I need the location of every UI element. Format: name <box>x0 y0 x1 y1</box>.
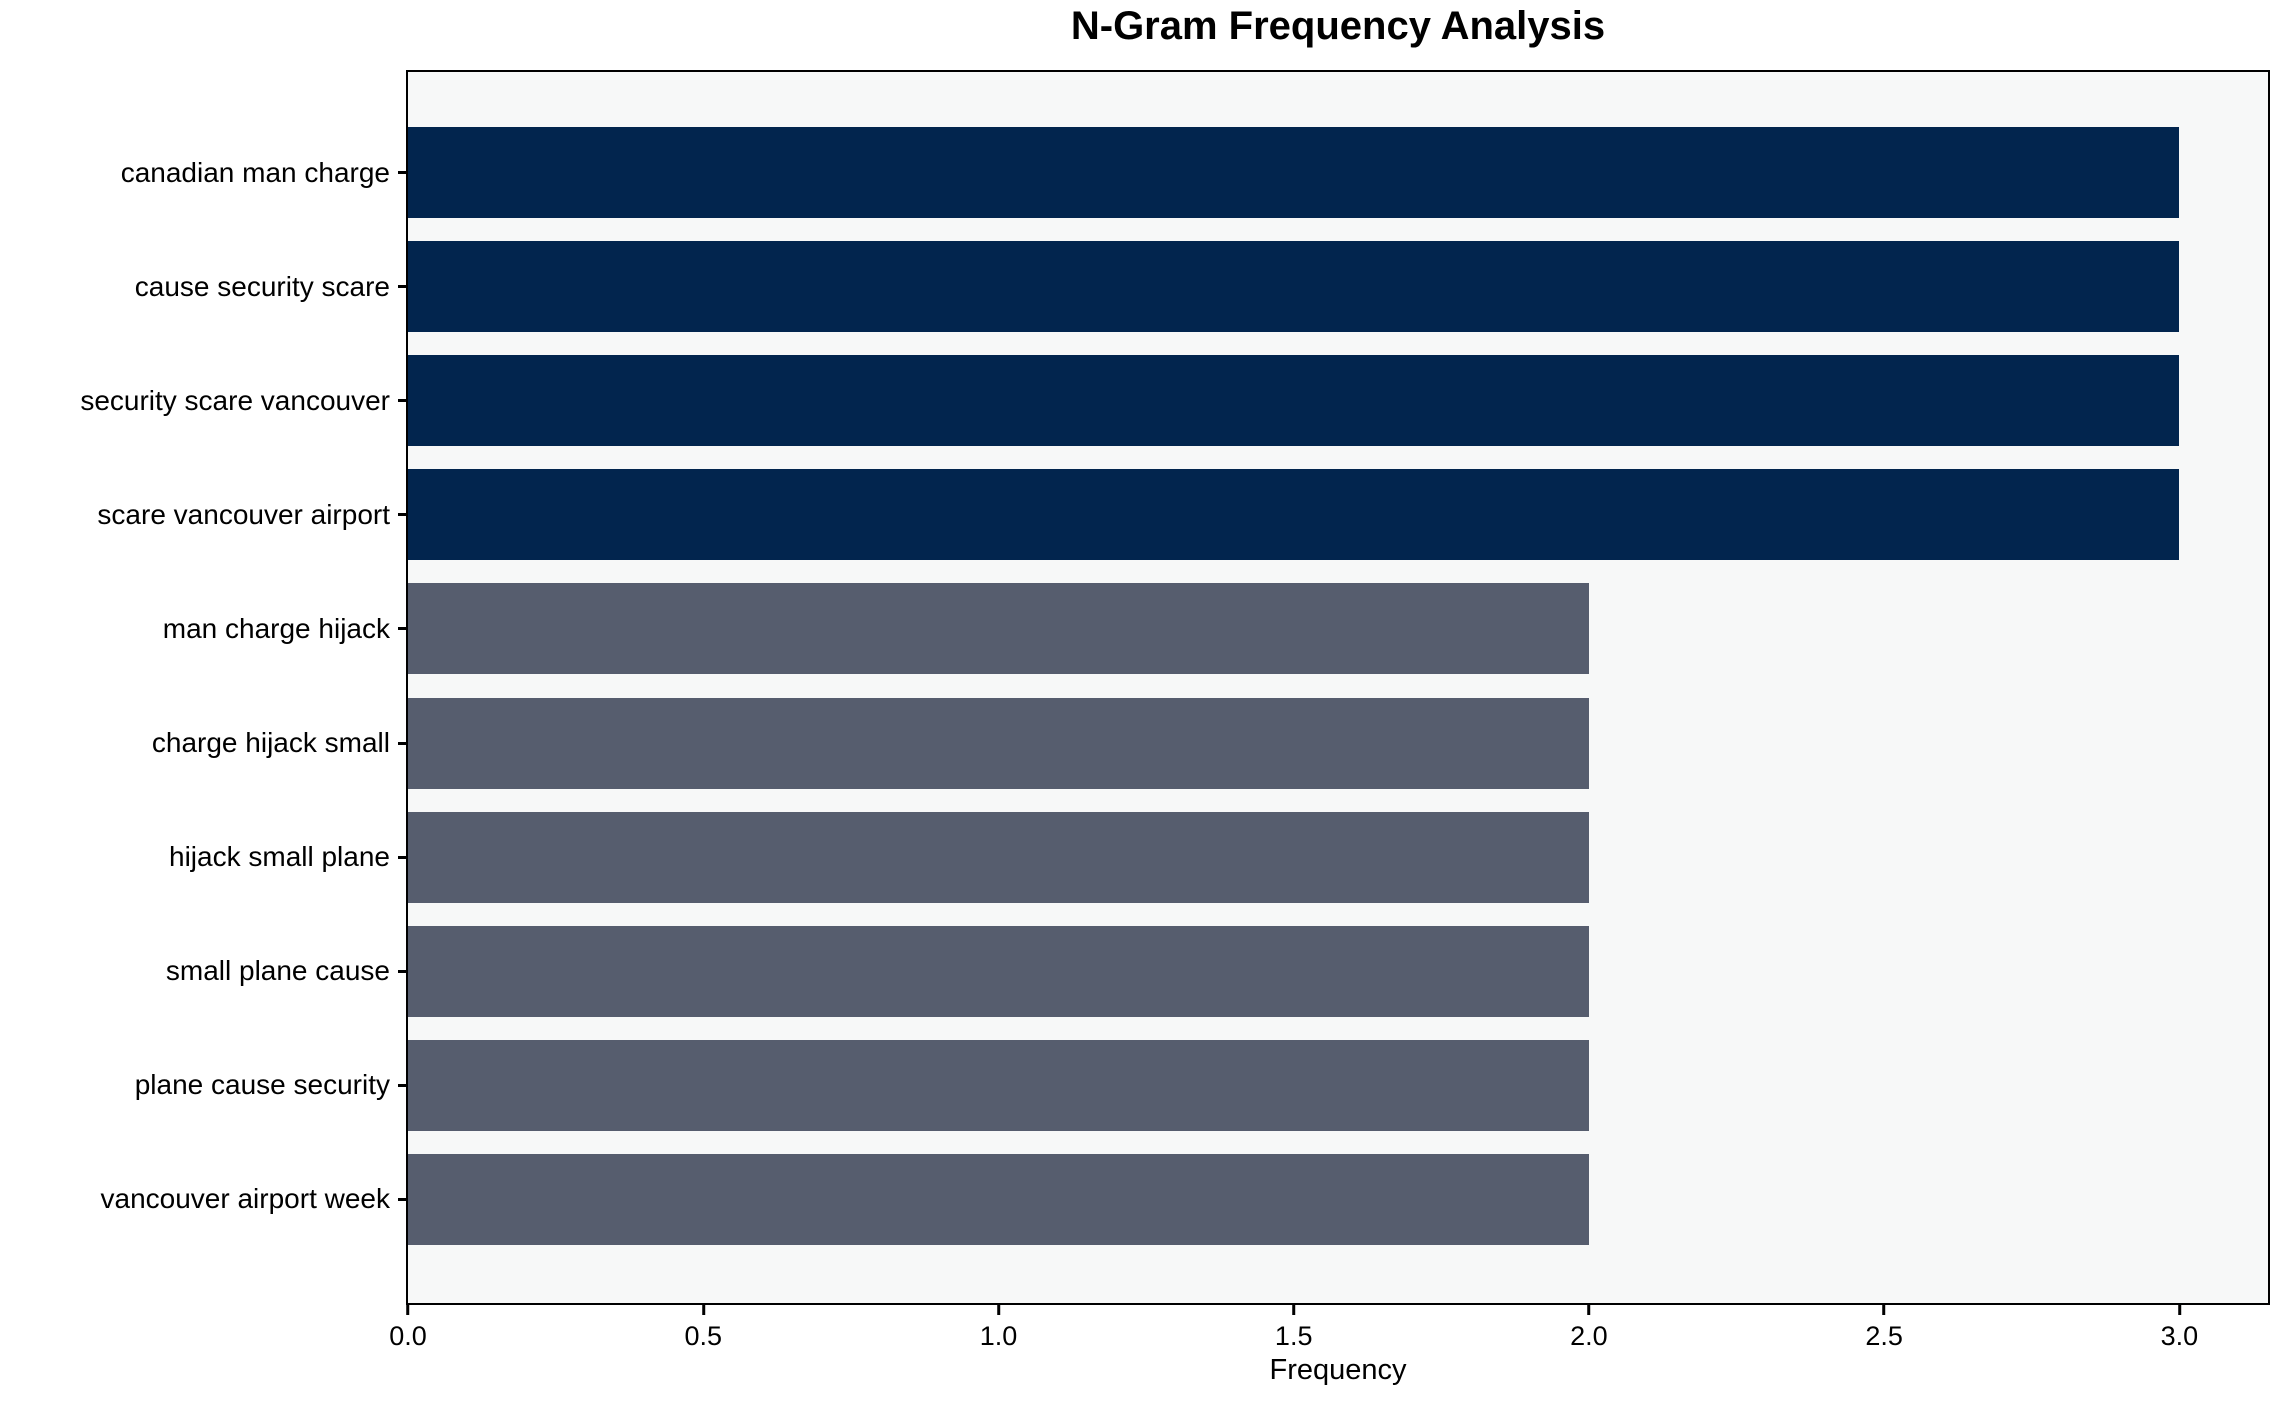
bar-hijack-small-plane <box>408 811 1589 903</box>
y-tick-label: charge hijack small <box>151 727 390 759</box>
y-tick-mark <box>398 285 408 289</box>
bar-canadian-man-charge <box>408 127 2180 218</box>
bar-row <box>408 1153 2268 1245</box>
y-tick-row: cause security scare <box>0 241 408 332</box>
y-tick-row: vancouver airport week <box>0 1154 408 1245</box>
y-tick-mark <box>398 741 408 745</box>
bar-cause-security-scare <box>408 241 2180 333</box>
y-tick-mark <box>398 855 408 859</box>
chart-title: N-Gram Frequency Analysis <box>1070 4 1606 48</box>
x-tick-label: 2.5 <box>1865 1321 1903 1351</box>
y-tick-row: charge hijack small <box>0 698 408 789</box>
y-tick-label: security scare vancouver <box>80 384 390 416</box>
y-tick-label: hijack small plane <box>169 841 390 873</box>
y-tick-label: canadian man charge <box>120 156 390 188</box>
y-tick-row: plane cause security <box>0 1040 408 1131</box>
x-axis: 0.0 0.5 1.0 1.5 2.0 2.5 3.0 <box>389 1305 2268 1365</box>
bar-row <box>408 925 2268 1017</box>
y-tick-label: small plane cause <box>165 955 390 987</box>
x-tick-label: 0.5 <box>684 1321 723 1351</box>
bar-row <box>408 583 2268 675</box>
y-tick-row: scare vancouver airport <box>0 469 408 560</box>
y-tick-mark <box>398 513 408 517</box>
x-tick-mark <box>1587 1305 1591 1315</box>
y-tick-mark <box>398 171 408 174</box>
x-tick-mark <box>2177 1305 2181 1315</box>
y-tick-row: canadian man charge <box>0 127 408 218</box>
bar-vancouver-airport-week <box>408 1153 1589 1245</box>
bar-scare-vancouver-airport <box>408 469 2180 561</box>
bars-container <box>408 72 2268 1303</box>
x-tick-mark <box>996 1305 1000 1315</box>
y-tick-label: cause security scare <box>134 270 390 302</box>
bar-row <box>408 1039 2268 1131</box>
plot-area <box>406 70 2270 1305</box>
x-tick: 0.5 <box>684 1305 722 1352</box>
y-tick-label: plane cause security <box>134 1069 390 1101</box>
y-tick-row: man charge hijack <box>0 583 408 674</box>
y-tick-mark <box>398 1197 408 1201</box>
x-tick-mark <box>701 1305 705 1315</box>
x-tick-label: 3.0 <box>2160 1321 2199 1351</box>
x-tick-label: 1.0 <box>979 1321 1018 1351</box>
x-tick-mark <box>1882 1305 1886 1315</box>
y-tick-mark <box>398 627 408 631</box>
y-tick-mark <box>398 969 408 973</box>
x-tick: 1.0 <box>979 1305 1018 1352</box>
x-axis-title: Frequency <box>1269 1354 1407 1386</box>
x-tick: 3.0 <box>2160 1305 2199 1352</box>
x-tick: 0.0 <box>389 1305 427 1352</box>
x-tick-label: 2.0 <box>1570 1321 1608 1351</box>
x-tick: 2.5 <box>1865 1305 1903 1352</box>
bar-row <box>408 697 2268 789</box>
x-tick: 1.5 <box>1274 1305 1313 1352</box>
bar-row <box>408 355 2268 447</box>
y-tick-label: scare vancouver airport <box>97 498 390 530</box>
y-tick-row: hijack small plane <box>0 812 408 903</box>
y-tick-row: small plane cause <box>0 926 408 1017</box>
bar-row <box>408 241 2268 333</box>
y-tick-mark <box>398 399 408 403</box>
y-tick-row: security scare vancouver <box>0 355 408 446</box>
y-tick-label: vancouver airport week <box>100 1183 390 1215</box>
x-tick-mark <box>406 1305 410 1315</box>
x-tick: 2.0 <box>1570 1305 1608 1352</box>
bar-man-charge-hijack <box>408 583 1589 675</box>
bar-security-scare-vancouver <box>408 355 2180 447</box>
bar-small-plane-cause <box>408 925 1589 1017</box>
y-tick-label: man charge hijack <box>162 612 390 644</box>
bar-plane-cause-security <box>408 1039 1589 1131</box>
y-tick-mark <box>398 1083 408 1087</box>
bar-row <box>408 811 2268 903</box>
x-tick-label: 1.5 <box>1274 1321 1313 1351</box>
x-tick-mark <box>1292 1305 1296 1315</box>
bar-charge-hijack-small <box>408 697 1589 789</box>
x-tick-label: 0.0 <box>389 1321 427 1351</box>
bar-row <box>408 127 2268 218</box>
y-axis: canadian man charge cause security scare s… <box>0 72 408 1303</box>
bar-row <box>408 469 2268 561</box>
